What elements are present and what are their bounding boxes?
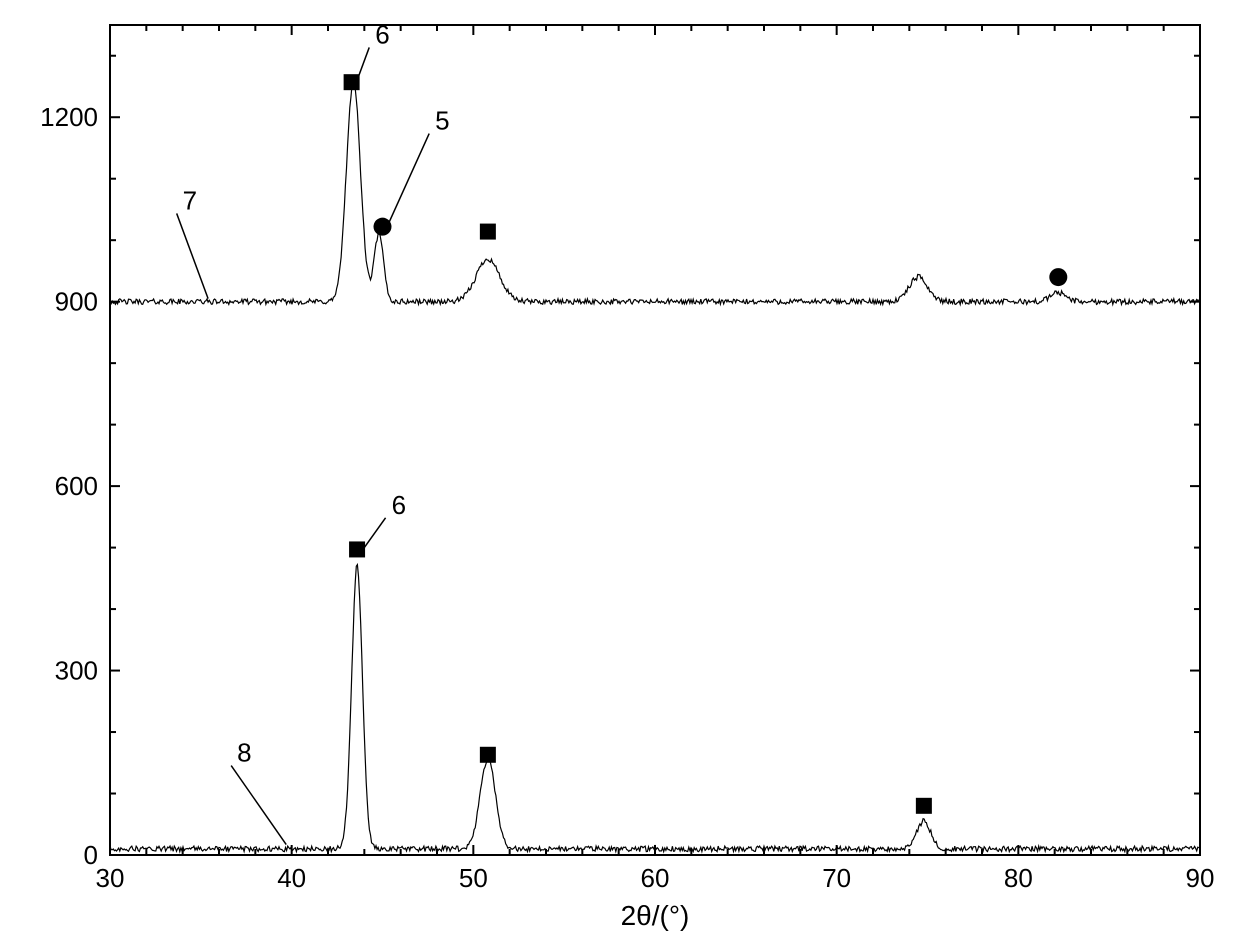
- square-marker-icon: [480, 224, 496, 240]
- annotation-leader: [363, 518, 385, 549]
- annotation-a8: 8: [237, 738, 251, 768]
- y-tick-label: 900: [55, 287, 98, 317]
- annotation-leader: [388, 134, 429, 225]
- x-tick-label: 70: [822, 863, 851, 893]
- y-tick-label: 600: [55, 471, 98, 501]
- annotation-a6top: 6: [375, 19, 389, 49]
- x-tick-label: 80: [1004, 863, 1033, 893]
- x-tick-label: 60: [641, 863, 670, 893]
- square-marker-icon: [916, 798, 932, 814]
- square-marker-icon: [344, 74, 360, 90]
- y-tick-label: 1200: [40, 102, 98, 132]
- chart-svg: 30405060708090030060090012002θ/(°)65768: [0, 0, 1239, 947]
- annotation-a6bot: 6: [392, 490, 406, 520]
- trace-top: [110, 80, 1199, 305]
- x-tick-label: 40: [277, 863, 306, 893]
- annotation-a5: 5: [435, 106, 449, 136]
- x-tick-label: 30: [96, 863, 125, 893]
- x-axis-label: 2θ/(°): [621, 900, 690, 931]
- annotation-a7: 7: [183, 185, 197, 215]
- x-tick-label: 90: [1186, 863, 1215, 893]
- y-tick-label: 300: [55, 656, 98, 686]
- circle-marker-icon: [1049, 268, 1067, 286]
- annotation-leader: [177, 213, 208, 298]
- x-tick-label: 50: [459, 863, 488, 893]
- circle-marker-icon: [374, 218, 392, 236]
- xrd-chart: 30405060708090030060090012002θ/(°)65768: [0, 0, 1239, 947]
- plot-frame: [110, 25, 1200, 855]
- y-tick-label: 0: [84, 840, 98, 870]
- square-marker-icon: [349, 541, 365, 557]
- square-marker-icon: [480, 747, 496, 763]
- annotation-leader: [231, 766, 286, 845]
- trace-bottom: [110, 565, 1199, 852]
- annotation-leader: [357, 47, 369, 80]
